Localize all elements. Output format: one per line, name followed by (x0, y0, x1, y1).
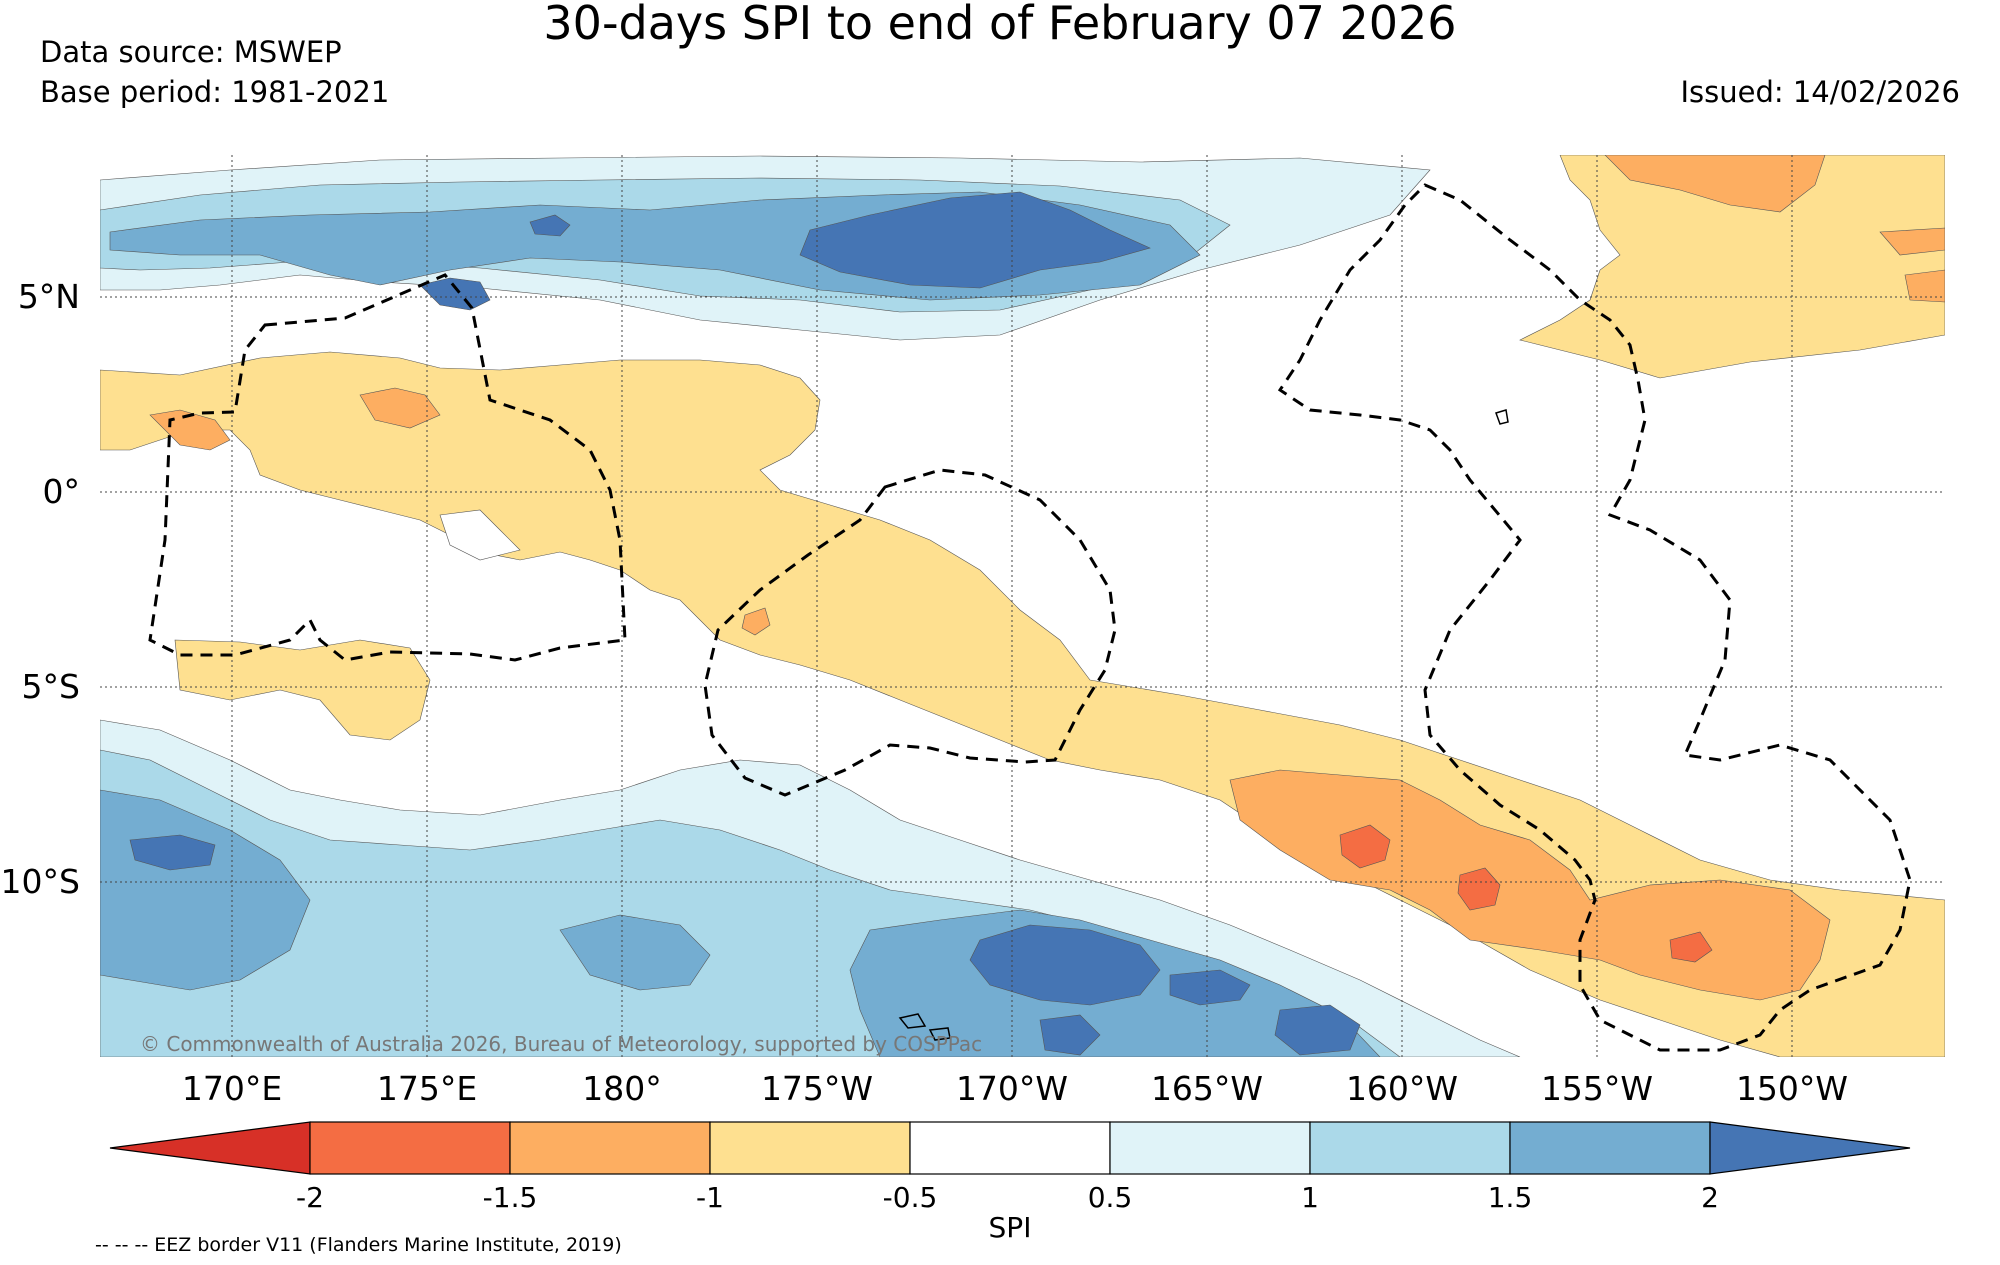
southeast-dry-core-1 (1339, 824, 1391, 869)
north-wet-band-very-wet (799, 191, 1151, 289)
colorbar-bin-normal (909, 1121, 1111, 1175)
south-wet-band-very-wet-3 (1169, 969, 1251, 1006)
colorbar-title: SPI (988, 1211, 1032, 1244)
eez-border-kiribati-line (1277, 183, 1912, 1052)
spi-colorbar (109, 1121, 1911, 1175)
colorbar-tick-label: 1.5 (1487, 1181, 1533, 1214)
eez-border-tuvalu-kiribati-west (148, 273, 627, 662)
lon-label-180: 180° (582, 1069, 662, 1108)
western-dry-patch-south (174, 639, 431, 741)
islands (898, 409, 1509, 1041)
colorbar-bin-slightly-wet (1109, 1121, 1311, 1175)
north-wet-patch-2 (529, 214, 571, 237)
lat-label-5n: 5°N (17, 277, 80, 316)
copyright-notice: © Commonwealth of Australia 2026, Bureau… (140, 1032, 983, 1056)
colorbar-tick-label: 1 (1301, 1181, 1319, 1214)
issued-date-label: Issued: 14/02/2026 (1680, 75, 1960, 109)
colorbar-bin-slightly-dry (709, 1121, 911, 1175)
island-outline-savaii (928, 1027, 951, 1041)
lon-label-175e: 175°E (376, 1069, 478, 1108)
northeast-moderately-dry (1604, 155, 1826, 213)
south-wet-band-wet-3 (559, 914, 711, 991)
lat-label-10s: 10°S (0, 862, 80, 901)
colorbar-tick-label: -1 (696, 1181, 724, 1214)
south-wet-band-very-wet-2 (969, 924, 1161, 1006)
graticule (100, 155, 1945, 1057)
lon-label-175w: 175°W (760, 1069, 874, 1108)
colorbar-tick-label: -0.5 (882, 1181, 938, 1214)
colorbar-bin-moderately-wet (1309, 1121, 1511, 1175)
island-outline-samoa (898, 1013, 927, 1029)
lon-label-155w: 155°W (1540, 1069, 1654, 1108)
lon-label-170w: 170°W (955, 1069, 1069, 1108)
eez-border-tokelau (703, 468, 1117, 797)
moderately-dry-west-2 (359, 387, 441, 429)
south-wet-band-very-wet-5 (1039, 1014, 1101, 1056)
colorbar-tick-label: -1.5 (482, 1181, 538, 1214)
lat-label-5s: 5°S (21, 667, 80, 706)
colorbar-extend-dry (109, 1121, 311, 1175)
colorbar-tick-label: -2 (296, 1181, 324, 1214)
data-source-label: Data source: MSWEP (40, 35, 342, 69)
eez-borders (148, 183, 1912, 1052)
lon-label-150w: 150°W (1735, 1069, 1849, 1108)
lon-label-170e: 170°E (181, 1069, 283, 1108)
south-wet-band-very-wet-4 (1274, 1004, 1361, 1056)
north-wet-patch-1 (419, 277, 491, 311)
colorbar-bin-wet (1509, 1121, 1711, 1175)
lat-label-0: 0° (42, 472, 81, 511)
northeast-moderately-dry-2 (1879, 227, 1945, 256)
colorbar-bin-moderately-dry (509, 1121, 711, 1175)
colorbar-extend-wet (1709, 1121, 1911, 1175)
base-period-label: Base period: 1981-2021 (40, 75, 390, 109)
lon-label-160w: 160°W (1345, 1069, 1459, 1108)
central-dry-core-small (741, 607, 771, 636)
spi-map-area (100, 155, 1945, 1057)
colorbar-tick-label: 0.5 (1087, 1181, 1133, 1214)
colorbar-bin-dry (309, 1121, 511, 1175)
southeast-dry-core-3 (1669, 931, 1713, 963)
map-title: 30-days SPI to end of February 07 2026 (543, 0, 1457, 50)
lon-label-165w: 165°W (1150, 1069, 1264, 1108)
south-wet-band-very-wet-1 (129, 834, 216, 871)
island-outline-kiritimati (1495, 409, 1509, 425)
southeast-dry-core-2 (1457, 867, 1501, 911)
central-white-gap (439, 509, 521, 561)
northeast-moderately-dry-3 (1904, 269, 1945, 303)
colorbar-tick-label: 2 (1701, 1181, 1719, 1214)
eez-border-footnote: -- -- -- EEZ border V11 (Flanders Marine… (95, 1234, 622, 1256)
